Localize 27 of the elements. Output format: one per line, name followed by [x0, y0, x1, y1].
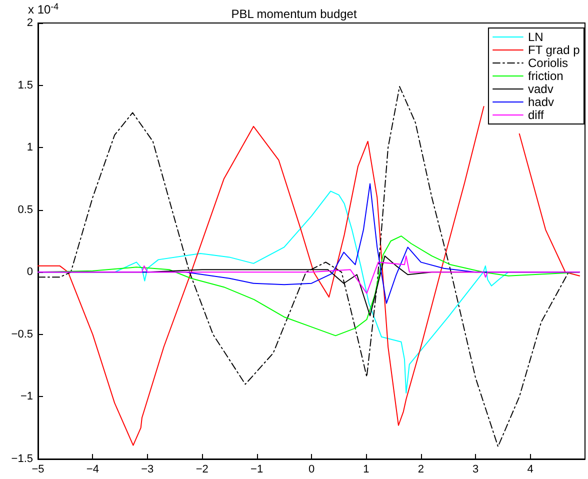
chart-title: PBL momentum budget	[231, 7, 358, 21]
x-tick-label: −3	[141, 464, 154, 476]
x-tick-label: −1	[250, 464, 264, 476]
x-tick-label: 1	[363, 464, 370, 476]
x-tick-label: 4	[527, 464, 534, 476]
legend-label: FT grad p	[528, 43, 580, 57]
y-tick-label: −0.5	[11, 328, 33, 340]
x-tick-label: 2	[418, 464, 424, 476]
y-tick-label: 0	[26, 266, 33, 278]
y-tick-label: 0.5	[18, 204, 33, 216]
x-tick-label: 3	[472, 464, 479, 476]
legend-label: diff	[528, 108, 544, 122]
legend-label: hadv	[528, 95, 554, 109]
x-tick-label: 0	[308, 464, 315, 476]
x-tick-label: −2	[196, 464, 208, 476]
x-tick-label: −5	[32, 464, 44, 476]
legend-label: vadv	[528, 82, 554, 96]
y-tick-label: 2	[26, 17, 33, 29]
legend-label: friction	[528, 69, 564, 83]
legend-label: LN	[528, 30, 544, 44]
y-tick-label: −1.5	[11, 453, 33, 465]
line-series	[38, 255, 580, 294]
y-tick-label: 1	[26, 142, 33, 154]
x-tick-label: −4	[86, 464, 99, 476]
y-tick-label: −1	[20, 390, 33, 403]
y-tick-label: 1.5	[18, 79, 33, 92]
legend-label: Coriolis	[528, 56, 568, 70]
